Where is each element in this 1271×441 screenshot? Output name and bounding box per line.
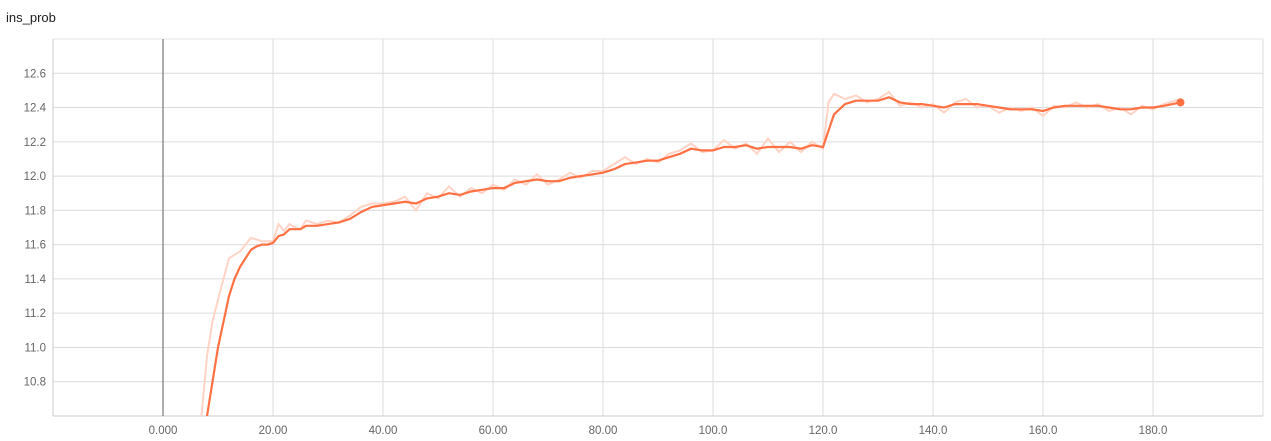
- x-tick-label: 100.0: [699, 425, 728, 437]
- y-tick-label: 10.8: [24, 377, 46, 389]
- x-tick-label: 120.0: [809, 425, 838, 437]
- y-tick-label: 11.6: [24, 240, 46, 252]
- smoothed-series-line: [205, 96, 1181, 416]
- y-tick-label: 11.4: [24, 274, 46, 286]
- y-tick-label: 12.4: [24, 103, 47, 115]
- x-tick-label: 80.00: [589, 425, 618, 437]
- y-tick-label: 12.2: [24, 137, 46, 149]
- last-point-marker: [1176, 98, 1185, 107]
- y-tick-label: 11.8: [24, 205, 46, 217]
- x-tick-label: 20.00: [259, 425, 288, 437]
- raw-series-line: [200, 90, 1181, 416]
- y-tick-label: 11.0: [24, 342, 46, 354]
- chart-title: ins_prob: [6, 10, 56, 25]
- x-tick-label: 40.00: [369, 425, 398, 437]
- x-tick-label: 0.000: [149, 425, 178, 437]
- y-tick-label: 12.6: [24, 68, 46, 80]
- y-tick-label: 12.0: [24, 171, 46, 183]
- x-tick-label: 160.0: [1029, 425, 1058, 437]
- x-tick-label: 180.0: [1139, 425, 1168, 437]
- y-tick-label: 11.2: [24, 308, 46, 320]
- x-tick-label: 140.0: [919, 425, 948, 437]
- x-tick-label: 60.00: [479, 425, 508, 437]
